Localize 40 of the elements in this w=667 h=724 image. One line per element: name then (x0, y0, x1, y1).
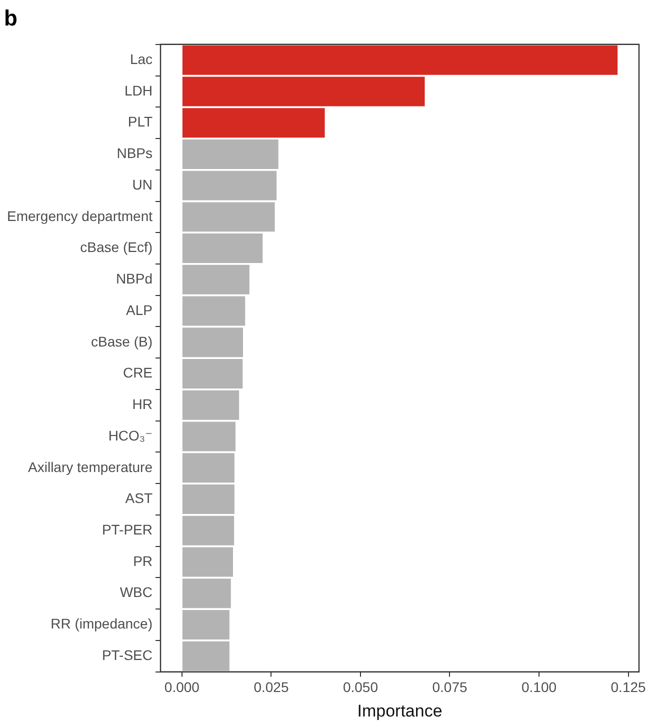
y-tick-label: CRE (122, 364, 153, 381)
x-tick-label: 0.125 (610, 679, 646, 696)
y-tick-label: Lac (130, 50, 153, 67)
bar (182, 610, 230, 640)
y-tick-label: PT-PER (102, 521, 153, 538)
x-tick-label: 0.075 (432, 679, 468, 696)
y-tick-label: Axillary temperature (28, 458, 153, 475)
y-tick-label: AST (125, 490, 153, 506)
x-tick-label: 0.000 (164, 679, 200, 696)
y-tick-label: HCO₃⁻ (108, 427, 153, 444)
bar (182, 264, 250, 294)
y-tick-label: cBase (Ecf) (80, 239, 153, 256)
y-tick-label: NBPs (116, 145, 153, 162)
y-tick-label: LDH (124, 82, 153, 98)
y-tick-label: cBase (B) (91, 333, 153, 350)
x-tick-label: 0.050 (342, 679, 378, 696)
x-axis-title: Importance (357, 701, 442, 720)
y-tick-label: PR (133, 552, 153, 569)
y-tick-label: UN (132, 176, 153, 192)
y-tick-label: RR (impedance) (50, 616, 153, 632)
y-tick-label: NBPd (116, 270, 153, 287)
bar (182, 547, 234, 577)
bar (182, 234, 263, 264)
y-tick-label: ALP (126, 302, 153, 318)
bar (182, 484, 234, 514)
y-tick-label: WBC (120, 584, 153, 600)
bar (182, 641, 230, 671)
y-tick-label: PLT (128, 114, 153, 130)
x-tick-label: 0.025 (254, 679, 289, 696)
x-tick-label: 0.100 (521, 679, 557, 696)
bar (182, 390, 240, 420)
y-tick-label: Emergency department (6, 208, 153, 224)
bar (182, 578, 231, 608)
y-tick-label: HR (132, 396, 153, 412)
bar (182, 359, 243, 389)
y-tick-label: PT-SEC (102, 646, 153, 663)
bar (182, 516, 234, 546)
bar (182, 139, 278, 169)
chart-title: b (4, 5, 18, 30)
bar (182, 108, 325, 138)
